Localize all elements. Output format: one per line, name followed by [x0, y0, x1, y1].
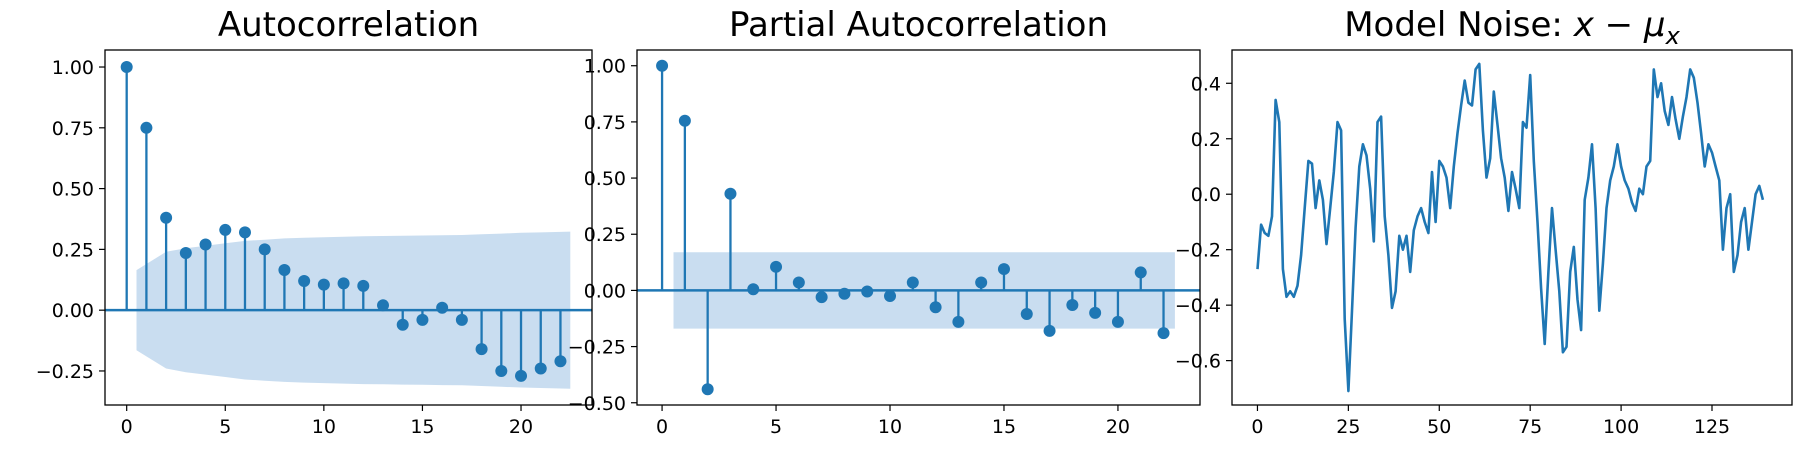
stem-marker	[975, 276, 988, 289]
stem-marker	[997, 263, 1010, 276]
stem-marker	[337, 277, 350, 290]
stem-marker	[1020, 308, 1033, 321]
chart-title: Model Noise: x − μx	[1344, 5, 1680, 50]
stem-marker	[278, 264, 291, 277]
y-tick-label: 0.75	[52, 118, 94, 140]
stem-marker	[815, 291, 828, 304]
series-line	[1256, 62, 1765, 393]
stem-marker	[258, 243, 271, 256]
x-tick-label: 5	[219, 416, 231, 438]
stem-marker	[199, 238, 212, 251]
stem-marker	[884, 290, 897, 303]
stem-marker	[179, 247, 192, 260]
stem-marker	[1066, 299, 1079, 312]
y-tick-label: −0.50	[568, 393, 626, 415]
stem-marker	[554, 355, 567, 368]
y-tick-label: −0.25	[568, 337, 626, 359]
y-tick-label: 0.0	[1191, 184, 1221, 206]
x-tick-label: 20	[1106, 416, 1130, 438]
stem-marker	[219, 223, 232, 236]
y-tick-label: −0.2	[1175, 240, 1221, 262]
stem-marker	[1111, 315, 1124, 328]
x-tick-label: 100	[1603, 416, 1639, 438]
x-tick-label: 125	[1694, 416, 1730, 438]
stem-marker	[861, 285, 874, 298]
stem-marker	[475, 343, 488, 356]
stem-marker	[1043, 324, 1056, 337]
stem-marker	[357, 279, 370, 292]
x-tick-label: 15	[410, 416, 434, 438]
stem-marker	[838, 287, 851, 300]
stem-marker	[317, 278, 330, 291]
y-tick-label: −0.4	[1175, 295, 1221, 317]
stem-marker	[656, 59, 669, 72]
y-tick-label: 0.4	[1191, 73, 1221, 95]
stem-marker	[416, 313, 429, 326]
y-tick-label: 1.00	[584, 56, 626, 78]
y-tick-label: 0.50	[584, 168, 626, 190]
y-tick-label: 0.25	[52, 239, 94, 261]
y-tick-label: 1.00	[52, 57, 94, 79]
stem-marker	[455, 313, 468, 326]
stem-marker	[770, 260, 783, 273]
stem-marker	[436, 301, 449, 314]
chart-title: Autocorrelation	[218, 5, 479, 45]
axes-frame	[636, 49, 1201, 406]
y-tick-label: 0.00	[52, 300, 94, 322]
stem-marker	[792, 276, 805, 289]
stem-marker	[298, 274, 311, 287]
x-tick-label: 0	[656, 416, 668, 438]
x-tick-label: 20	[509, 416, 533, 438]
stem-marker	[929, 301, 942, 314]
stem-marker	[377, 299, 390, 312]
stem-marker	[534, 362, 547, 375]
stem-marker	[906, 276, 919, 289]
x-tick-label: 10	[878, 416, 902, 438]
stem-marker	[747, 283, 760, 296]
y-tick-label: −0.6	[1175, 351, 1221, 373]
y-tick-label: −0.25	[36, 361, 94, 383]
y-tick-label: 0.00	[584, 280, 626, 302]
x-tick-label: 10	[312, 416, 336, 438]
stem-marker	[1134, 266, 1147, 279]
chart-title: Partial Autocorrelation	[729, 5, 1108, 45]
stem-marker	[1089, 306, 1102, 319]
y-tick-label: 0.75	[584, 112, 626, 134]
axes-frame	[1231, 49, 1793, 406]
y-tick-label: 0.2	[1191, 129, 1221, 151]
stem-marker	[515, 369, 528, 382]
stem-marker	[701, 383, 714, 396]
stem-marker	[120, 61, 133, 74]
y-tick-label: 0.50	[52, 179, 94, 201]
stem-marker	[952, 315, 965, 328]
stem-marker	[678, 114, 691, 127]
pacf-panel: 0 5 10 15 20 −0.50 −0.25 0.00 0.25 0.50 0.75 1.00 Pa…	[568, 5, 1201, 438]
x-tick-label: 0	[121, 416, 133, 438]
x-tick-label: 5	[770, 416, 782, 438]
stem-marker	[1157, 327, 1170, 340]
x-tick-label: 15	[992, 416, 1016, 438]
stem-marker	[160, 211, 173, 224]
model-noise-panel: 0 25 50 75 100 125 −0.6 −0.4 −0.2 0.0 0.2 0.4 Model …	[1175, 5, 1793, 438]
x-tick-label: 75	[1518, 416, 1542, 438]
stem-marker	[724, 187, 737, 200]
x-tick-label: 0	[1251, 416, 1263, 438]
stem-marker	[238, 226, 251, 239]
stem-marker	[396, 318, 409, 331]
axes-frame	[104, 49, 593, 406]
x-tick-label: 25	[1336, 416, 1360, 438]
y-tick-label: 0.25	[584, 224, 626, 246]
acf-panel: 0 5 10 15 20 −0.25 0.00 0.25 0.50 0.75 1.00 Autocor…	[36, 5, 593, 438]
stem-marker	[495, 364, 508, 377]
x-tick-label: 50	[1427, 416, 1451, 438]
stem-marker	[140, 121, 153, 134]
